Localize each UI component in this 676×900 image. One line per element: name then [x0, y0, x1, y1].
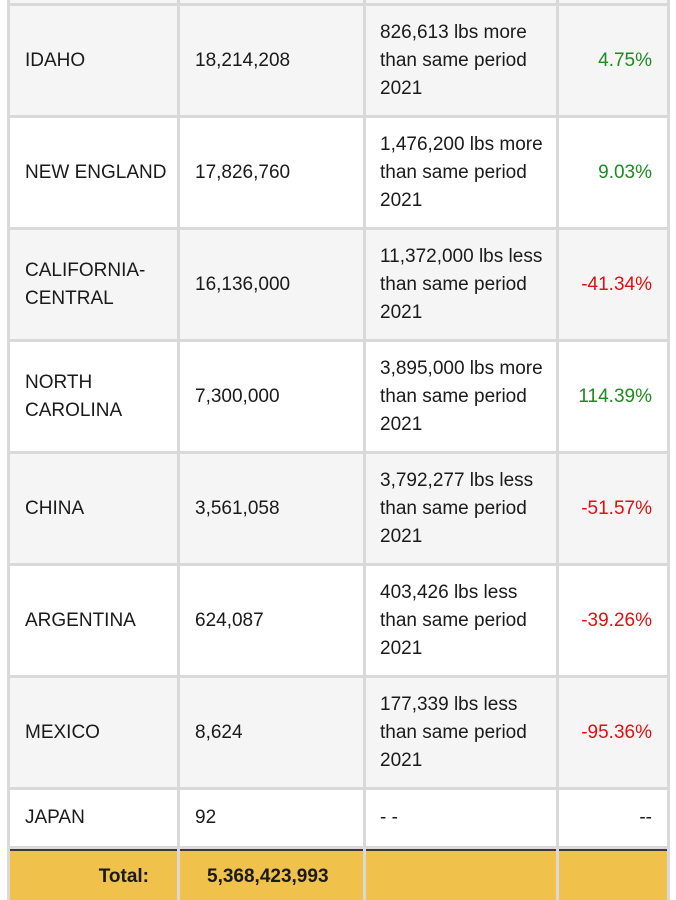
table-row: CHINA 3,561,058 3,792,277 lbs less than …	[10, 454, 667, 563]
total-label: Total:	[10, 849, 177, 900]
pounds-cell: 8,624	[180, 678, 363, 787]
pounds-cell: 7,300,000	[180, 342, 363, 451]
table-row: NEW ENGLAND 17,826,760 1,476,200 lbs mor…	[10, 118, 667, 227]
comparison-cell: 3,895,000 lbs more than same period 2021	[366, 342, 556, 451]
table-row-partial	[10, 0, 667, 3]
pounds-cell: 16,136,000	[180, 230, 363, 339]
table-row: CALIFORNIA-CENTRAL 16,136,000 11,372,000…	[10, 230, 667, 339]
change-cell: 9.03%	[559, 118, 667, 227]
region-cell: MEXICO	[10, 678, 177, 787]
production-table: IDAHO 18,214,208 826,613 lbs more than s…	[7, 0, 670, 900]
region-cell: NEW ENGLAND	[10, 118, 177, 227]
change-cell: -41.34%	[559, 230, 667, 339]
comparison-cell: 1,476,200 lbs more than same period 2021	[366, 118, 556, 227]
table-row: JAPAN 92 - - --	[10, 790, 667, 846]
region-cell: ARGENTINA	[10, 566, 177, 675]
pounds-cell: 624,087	[180, 566, 363, 675]
total-empty-cell	[559, 849, 667, 900]
table-row: NORTH CAROLINA 7,300,000 3,895,000 lbs m…	[10, 342, 667, 451]
pounds-cell: 17,826,760	[180, 118, 363, 227]
region-cell: IDAHO	[10, 6, 177, 115]
region-cell: CHINA	[10, 454, 177, 563]
change-cell: 114.39%	[559, 342, 667, 451]
comparison-cell: 177,339 lbs less than same period 2021	[366, 678, 556, 787]
total-empty-cell	[366, 849, 556, 900]
comparison-cell: 3,792,277 lbs less than same period 2021	[366, 454, 556, 563]
comparison-cell: 11,372,000 lbs less than same period 202…	[366, 230, 556, 339]
region-cell: NORTH CAROLINA	[10, 342, 177, 451]
table-row: MEXICO 8,624 177,339 lbs less than same …	[10, 678, 667, 787]
comparison-cell: 826,613 lbs more than same period 2021	[366, 6, 556, 115]
change-cell: 4.75%	[559, 6, 667, 115]
change-cell: --	[559, 790, 667, 846]
change-cell: -95.36%	[559, 678, 667, 787]
total-row: Total: 5,368,423,993	[10, 849, 667, 900]
pounds-cell: 3,561,058	[180, 454, 363, 563]
table-row: ARGENTINA 624,087 403,426 lbs less than …	[10, 566, 667, 675]
total-pounds: 5,368,423,993	[180, 849, 363, 900]
change-cell: -39.26%	[559, 566, 667, 675]
comparison-cell: - -	[366, 790, 556, 846]
region-cell: CALIFORNIA-CENTRAL	[10, 230, 177, 339]
comparison-cell: 403,426 lbs less than same period 2021	[366, 566, 556, 675]
change-cell: -51.57%	[559, 454, 667, 563]
region-cell: JAPAN	[10, 790, 177, 846]
pounds-cell: 18,214,208	[180, 6, 363, 115]
pounds-cell: 92	[180, 790, 363, 846]
table-row: IDAHO 18,214,208 826,613 lbs more than s…	[10, 6, 667, 115]
